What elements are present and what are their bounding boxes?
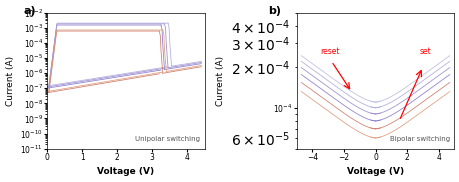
X-axis label: Voltage (V): Voltage (V) (346, 167, 403, 176)
Text: b): b) (268, 6, 280, 16)
Text: Unipolar switching: Unipolar switching (135, 136, 200, 142)
Text: Bipolar switching: Bipolar switching (389, 136, 449, 142)
Text: set: set (419, 47, 431, 56)
Y-axis label: Current (A): Current (A) (6, 56, 15, 106)
Text: reset: reset (319, 47, 339, 56)
X-axis label: Voltage (V): Voltage (V) (97, 167, 154, 176)
Y-axis label: Current (A): Current (A) (215, 56, 224, 106)
Text: a): a) (23, 6, 36, 16)
